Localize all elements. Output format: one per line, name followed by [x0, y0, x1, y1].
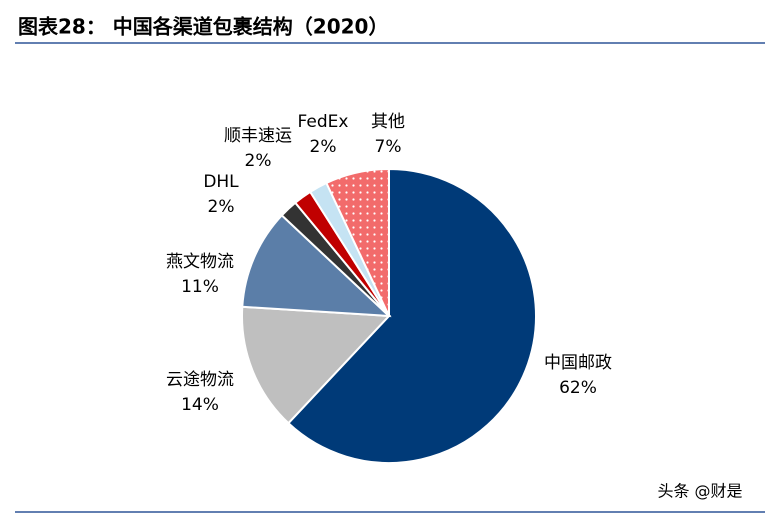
slice-value-label: 2%: [310, 137, 337, 157]
slice-label: DHL: [203, 172, 239, 192]
slice-value-label: 2%: [208, 197, 235, 217]
slice-label: FedEx: [298, 112, 349, 132]
slice-value-label: 14%: [181, 395, 219, 415]
slice-label: 云途物流: [166, 370, 234, 390]
slice-value-label: 62%: [559, 378, 597, 398]
slice-label: 顺丰速运: [224, 126, 292, 146]
watermark: 头条 @财是: [657, 482, 742, 501]
slice-value-label: 7%: [375, 137, 402, 157]
pie-slice: [241, 305, 392, 425]
slice-label: 燕文物流: [166, 252, 234, 272]
slice-label: 其他: [371, 112, 405, 132]
pie-slice: [286, 167, 538, 464]
slice-pattern: [326, 169, 389, 316]
pie-slice: [241, 213, 392, 318]
slice-label: 中国邮政: [544, 353, 612, 373]
chart-title: 图表28： 中国各渠道包裹结构（2020）: [18, 15, 388, 39]
slice-value-label: 11%: [181, 277, 219, 297]
slice-value-label: 2%: [245, 151, 272, 171]
